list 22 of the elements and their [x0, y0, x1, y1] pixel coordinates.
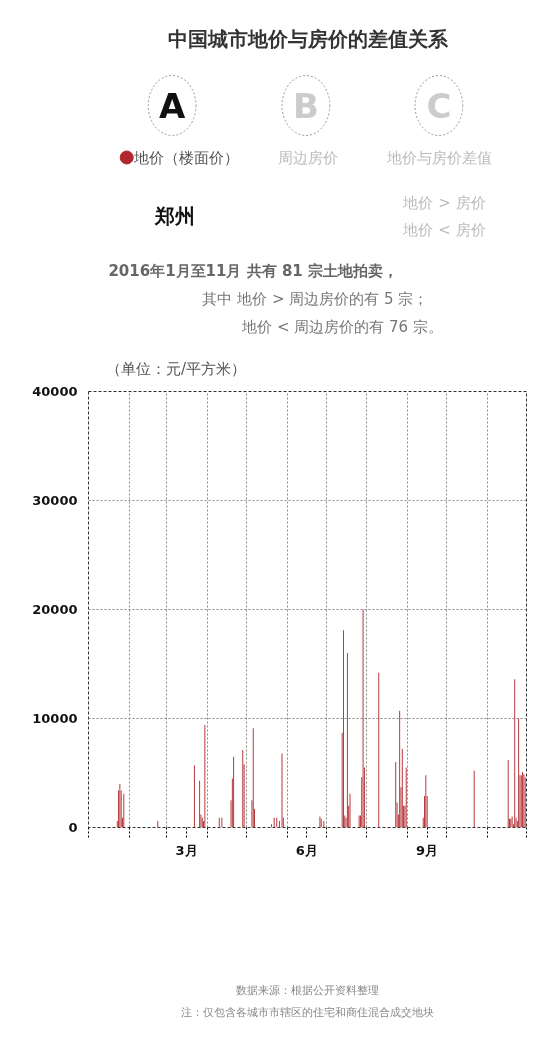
x-tick-label: 6月: [295, 842, 318, 858]
chart-title: 中国城市地价与房价的差值关系: [167, 26, 449, 51]
y-tick-label: 10000: [32, 711, 78, 726]
text: 地价与房价差值: [386, 148, 493, 167]
x-tick-label: 9月: [416, 842, 439, 858]
y-tick-label: 40000: [32, 384, 78, 399]
text: 注：仅包含各城市市辖区的住宅和商住混合成交地块: [181, 1006, 434, 1019]
y-tick-label: 20000: [32, 602, 78, 617]
text: 2016年1月至11月 共有 81 宗土地拍卖，: [108, 261, 399, 280]
legend-label: 地价（楼面价）: [132, 148, 239, 167]
text: 地价 < 周边房价的有 76 宗。: [241, 317, 443, 336]
text: A: [158, 85, 186, 126]
text: 地价 < 房价: [402, 220, 486, 239]
text: 地价 > 房价: [402, 193, 486, 212]
y-tick-label: 30000: [32, 493, 78, 508]
y-tick-label: 0: [68, 820, 78, 835]
x-tick-label: 3月: [175, 842, 198, 858]
text: 周边房价: [277, 148, 338, 167]
source-note: 数据来源：根据公开资料整理: [236, 984, 379, 997]
text: 其中 地价 > 周边房价的有 5 宗；: [202, 289, 429, 308]
text: 郑州: [153, 203, 195, 228]
y-axis-title: （单位：元/平方米）: [106, 359, 247, 378]
